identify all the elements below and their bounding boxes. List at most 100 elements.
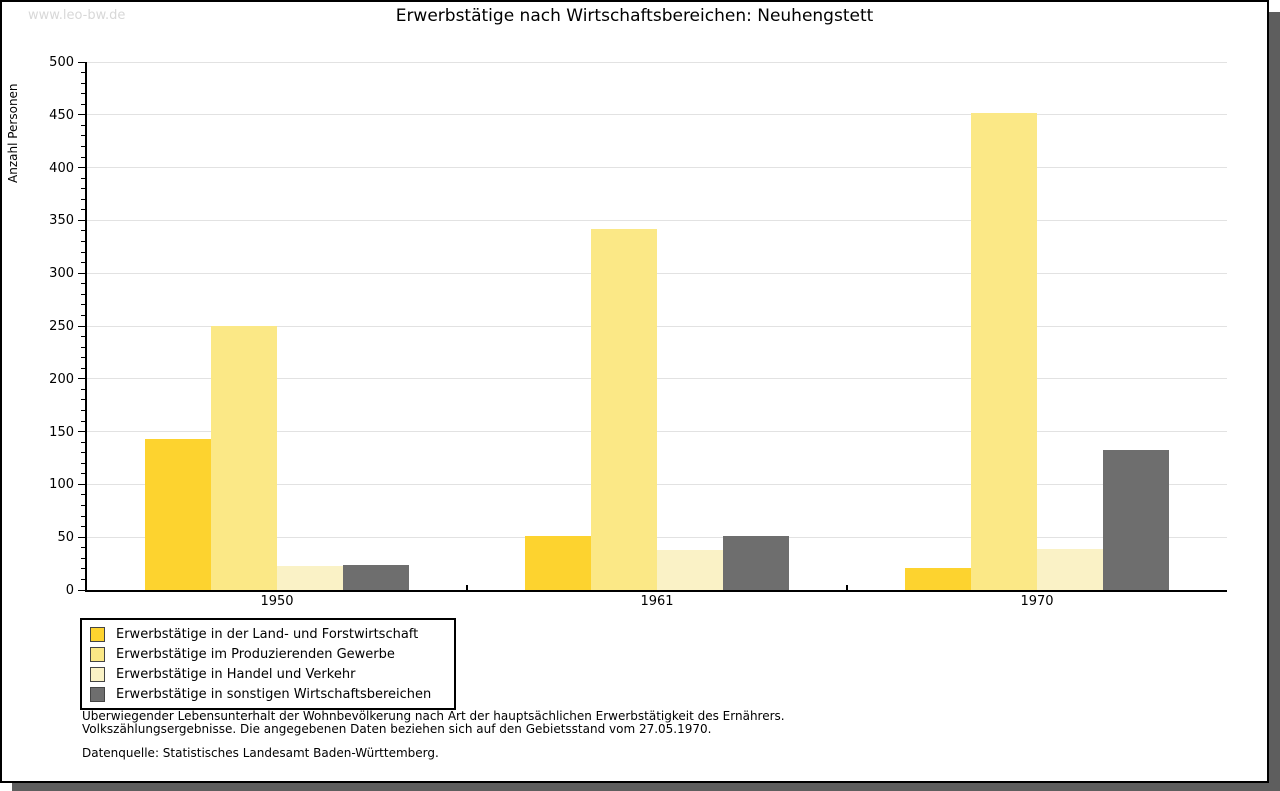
legend-label: Erwerbstätige in der Land- und Forstwirt… [116, 626, 419, 642]
y-minor-tick [81, 209, 85, 211]
y-gridline [87, 219, 1227, 221]
y-minor-tick [81, 346, 85, 348]
legend-label: Erwerbstätige in sonstigen Wirtschaftsbe… [116, 686, 432, 702]
y-minor-tick [81, 103, 85, 105]
y-minor-tick [81, 399, 85, 401]
legend-swatch [90, 646, 105, 662]
bar [657, 550, 723, 590]
y-gridline [87, 483, 1227, 485]
plot-area: 0 50 100 150 200 250 300 350 400 450 500 1950 1961 19… [2, 2, 1267, 781]
legend-item: Erwerbstätige in sonstigen Wirtschaftsbe… [90, 684, 454, 704]
y-gridline [87, 167, 1227, 169]
y-gridline [87, 536, 1227, 538]
y-gridline [87, 61, 1227, 63]
y-minor-tick [81, 304, 85, 306]
footnote-line1: Überwiegender Lebensunterhalt der Wohnbe… [82, 709, 785, 723]
y-minor-tick [81, 177, 85, 179]
bar [723, 536, 789, 590]
x-axis-label: 1950 [260, 594, 294, 609]
y-major-tick [78, 325, 85, 327]
x-boundary-tick [846, 585, 848, 590]
y-major-tick [78, 378, 85, 380]
y-major-tick [78, 483, 85, 485]
y-tick-label: 300 [49, 266, 74, 282]
bar [343, 565, 409, 590]
y-minor-tick [81, 409, 85, 411]
y-gridline [87, 431, 1227, 433]
legend-item: Erwerbstätige in der Land- und Forstwirt… [90, 624, 454, 644]
bar [145, 439, 211, 590]
y-minor-tick [81, 494, 85, 496]
y-minor-tick [81, 82, 85, 84]
y-minor-tick [81, 314, 85, 316]
y-gridline [87, 272, 1227, 274]
y-minor-tick [81, 547, 85, 549]
y-tick-label: 350 [49, 213, 74, 229]
x-axis-label: 1970 [1020, 594, 1054, 609]
y-tick-label: 150 [49, 424, 74, 440]
legend-label: Erwerbstätige im Produzierenden Gewerbe [116, 646, 395, 662]
y-tick-label: 500 [49, 55, 74, 70]
y-minor-tick [81, 135, 85, 137]
y-minor-tick [81, 198, 85, 200]
legend: Erwerbstätige in der Land- und Forstwirt… [80, 618, 456, 710]
y-minor-tick [81, 93, 85, 95]
bar [1103, 450, 1169, 590]
y-minor-tick [81, 441, 85, 443]
y-tick-label: 50 [57, 530, 74, 546]
y-minor-tick [81, 336, 85, 338]
y-minor-tick [81, 188, 85, 190]
y-tick-label: 100 [49, 477, 74, 493]
y-tick-label: 250 [49, 319, 74, 334]
y-minor-tick [81, 526, 85, 528]
y-minor-tick [81, 568, 85, 570]
x-axis-line [85, 590, 1227, 592]
y-minor-tick [81, 452, 85, 454]
bar [277, 566, 343, 590]
y-minor-tick [81, 505, 85, 507]
y-major-tick [78, 61, 85, 63]
y-minor-tick [81, 241, 85, 243]
y-axis-line [85, 62, 87, 590]
legend-item: Erwerbstätige im Produzierenden Gewerbe [90, 644, 454, 664]
bar [1037, 549, 1103, 590]
y-minor-tick [81, 367, 85, 369]
legend-swatch [90, 666, 105, 682]
y-minor-tick [81, 230, 85, 232]
bar [971, 113, 1037, 590]
y-minor-tick [81, 262, 85, 264]
bar [905, 568, 971, 590]
legend-item: Erwerbstätige in Handel und Verkehr [90, 664, 454, 684]
y-minor-tick [81, 283, 85, 285]
y-minor-tick [81, 515, 85, 517]
y-major-tick [78, 589, 85, 591]
y-tick-label: 400 [49, 160, 74, 176]
y-major-tick [78, 219, 85, 221]
y-gridline [87, 325, 1227, 327]
bar [525, 536, 591, 590]
y-minor-tick [81, 357, 85, 359]
y-tick-label: 0 [65, 583, 74, 598]
y-major-tick [78, 431, 85, 433]
chart-title: Erwerbstätige nach Wirtschaftsbereichen:… [395, 6, 874, 26]
y-minor-tick [81, 156, 85, 158]
y-minor-tick [81, 124, 85, 126]
footnote-source: Datenquelle: Statistisches Landesamt Bad… [82, 746, 439, 760]
watermark: www.leo-bw.de [28, 8, 126, 23]
y-minor-tick [81, 462, 85, 464]
y-tick-label: 450 [49, 107, 74, 123]
bar [591, 229, 657, 590]
y-minor-tick [81, 72, 85, 74]
legend-swatch [90, 686, 105, 702]
y-minor-tick [81, 578, 85, 580]
y-major-tick [78, 114, 85, 116]
legend-label: Erwerbstätige in Handel und Verkehr [116, 666, 356, 682]
legend-swatch [90, 626, 105, 642]
bar [211, 326, 277, 590]
y-minor-tick [81, 557, 85, 559]
footnote-line2: Volkszählungsergebnisse. Die angegebenen… [82, 722, 712, 736]
y-major-tick [78, 536, 85, 538]
y-gridline [87, 114, 1227, 116]
x-boundary-tick [466, 585, 468, 590]
